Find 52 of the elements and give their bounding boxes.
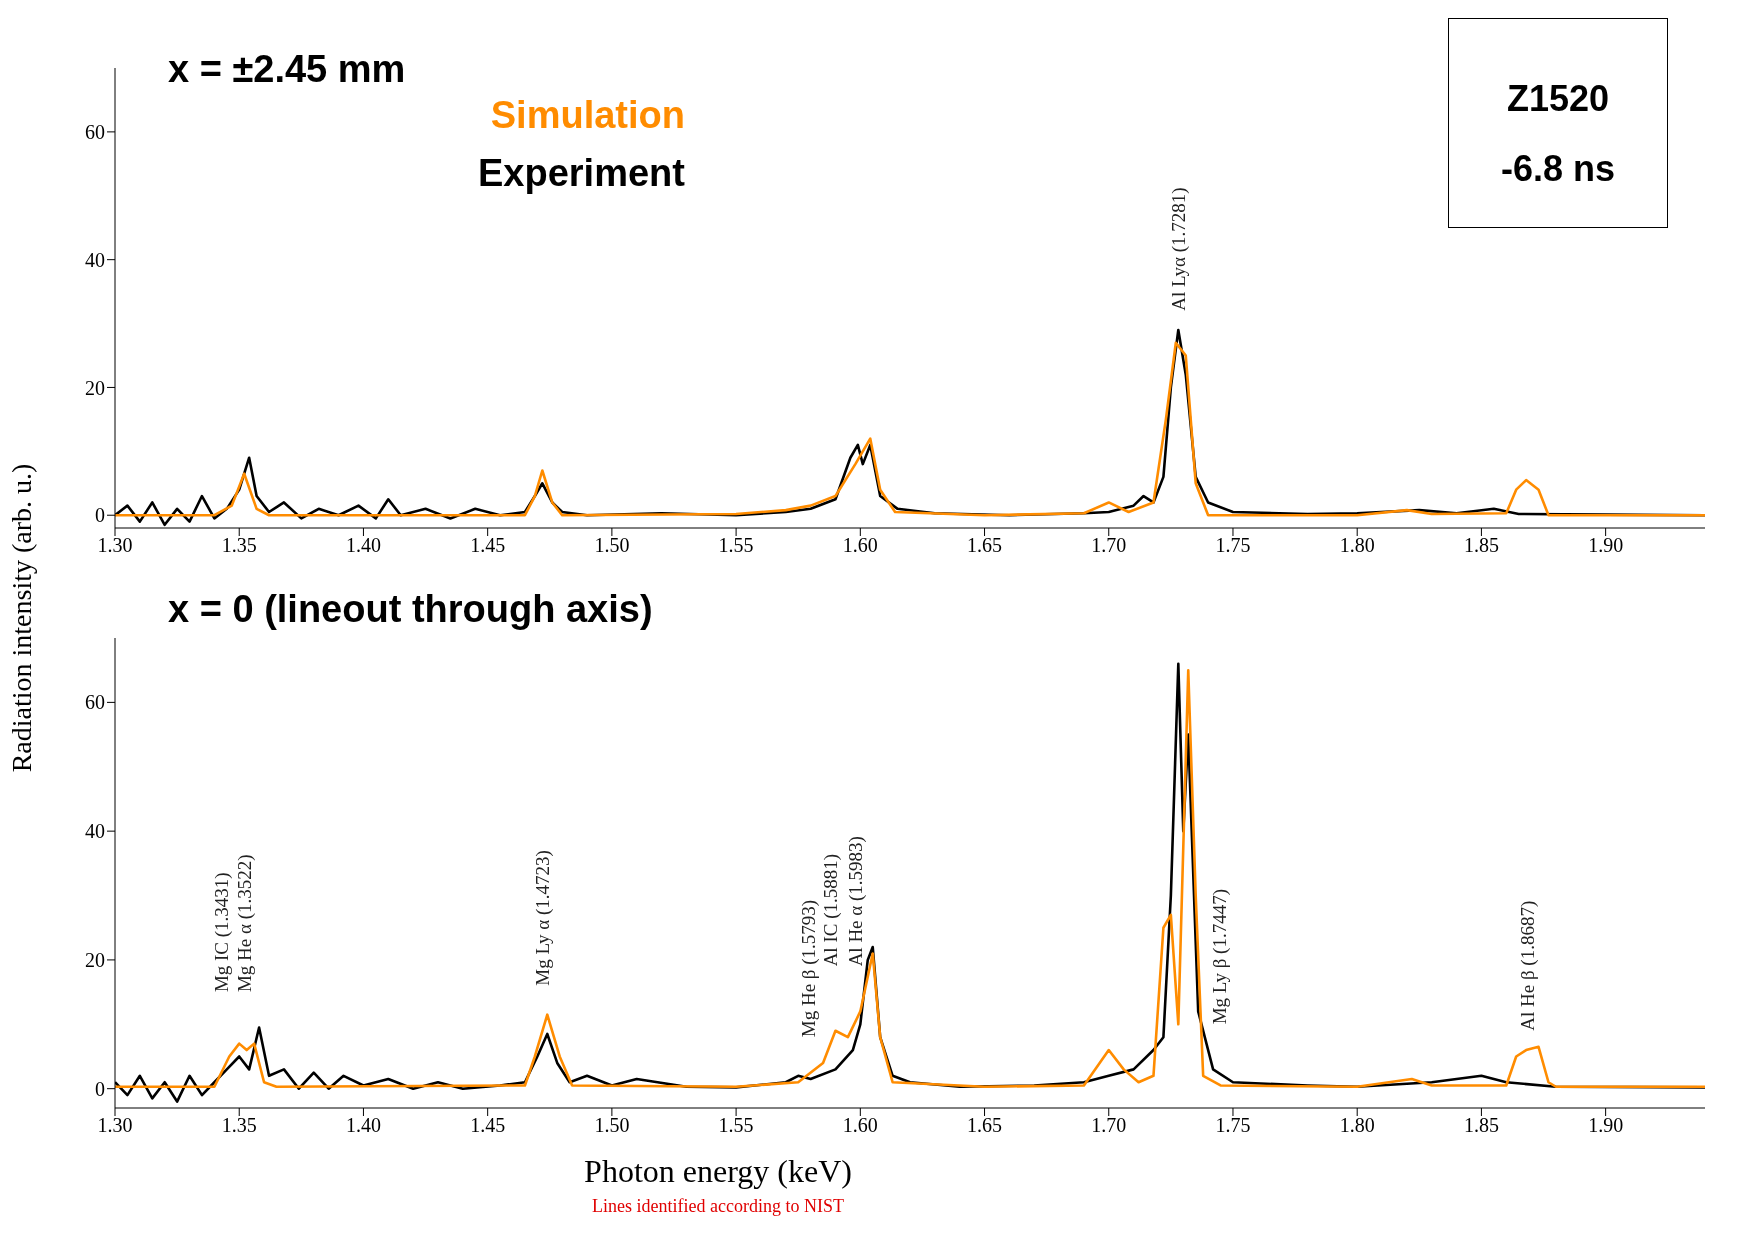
x-tick-label: 1.50	[594, 534, 630, 557]
x-tick-label: 1.30	[97, 534, 133, 557]
x-tick-label: 1.60	[842, 534, 878, 557]
text: Experiment	[478, 151, 685, 196]
x-tick-label: 1.65	[967, 1114, 1003, 1137]
annotation: Al He α (1.5983)	[845, 836, 868, 967]
annotation: Mg IC (1.3431)	[211, 872, 234, 993]
x-tick-label: 1.75	[1215, 1114, 1251, 1137]
x-tick-label: 1.85	[1463, 534, 1499, 557]
annotation: Mg He β (1.5793)	[797, 899, 820, 1038]
x-tick-label: 1.90	[1588, 1114, 1624, 1137]
annotation: Al He β (1.8687)	[1516, 900, 1539, 1031]
x-tick-label: 1.35	[221, 1114, 257, 1137]
x-tick-label: 1.45	[470, 1114, 506, 1137]
y-tick-label: 40	[85, 820, 105, 843]
annotation: Mg Ly α (1.4723)	[532, 850, 555, 986]
x-tick-label: 1.90	[1588, 534, 1624, 557]
annotation: x = ±2.45 mm	[168, 48, 406, 91]
annotation: Mg He α (1.3522)	[233, 854, 256, 993]
x-tick-label: 1.80	[1339, 534, 1375, 557]
x-tick-label: 1.40	[345, 1114, 381, 1137]
y-tick-label: 20	[85, 376, 105, 399]
x-axis-title: Photon energy (keV)	[584, 1153, 852, 1190]
annotation: Al Lyα (1.7281)	[1167, 187, 1190, 311]
x-tick-label: 1.70	[1091, 1114, 1127, 1137]
y-tick-label: 0	[95, 1077, 105, 1100]
x-tick-label: 1.75	[1215, 534, 1251, 557]
x-tick-label: 1.55	[718, 1114, 754, 1137]
y-tick-label: 60	[85, 691, 105, 714]
y-tick-label: 0	[95, 504, 105, 527]
y-tick-label: 40	[85, 248, 105, 271]
annotation: -6.8 ns	[1499, 148, 1616, 190]
x-tick-label: 1.65	[967, 534, 1003, 557]
x-tick-label: 1.40	[345, 534, 381, 557]
x-tick-label: 1.35	[221, 534, 257, 557]
y-axis-title: Radiation intensity (arb. u.)	[6, 463, 38, 773]
annotation: Z1520	[1505, 78, 1611, 120]
x-tick-label: 1.30	[97, 1114, 133, 1137]
x-tick-label: 1.85	[1463, 1114, 1499, 1137]
x-tick-label: 1.60	[842, 1114, 878, 1137]
x-tick-label: 1.55	[718, 534, 754, 557]
x-tick-label: 1.70	[1091, 534, 1127, 557]
x-tick-label: 1.50	[594, 1114, 630, 1137]
y-tick-label: 60	[85, 120, 105, 143]
text: Lines identified according to NIST	[592, 1196, 844, 1217]
y-tick-label: 20	[85, 949, 105, 972]
annotation: Mg Ly β (1.7447)	[1208, 889, 1231, 1025]
x-tick-label: 1.80	[1339, 1114, 1375, 1137]
text: x = 0 (lineout through axis)	[168, 588, 653, 631]
annotation: Al IC (1.5881)	[819, 853, 842, 967]
text: Simulation	[489, 93, 685, 138]
x-tick-label: 1.45	[470, 534, 506, 557]
